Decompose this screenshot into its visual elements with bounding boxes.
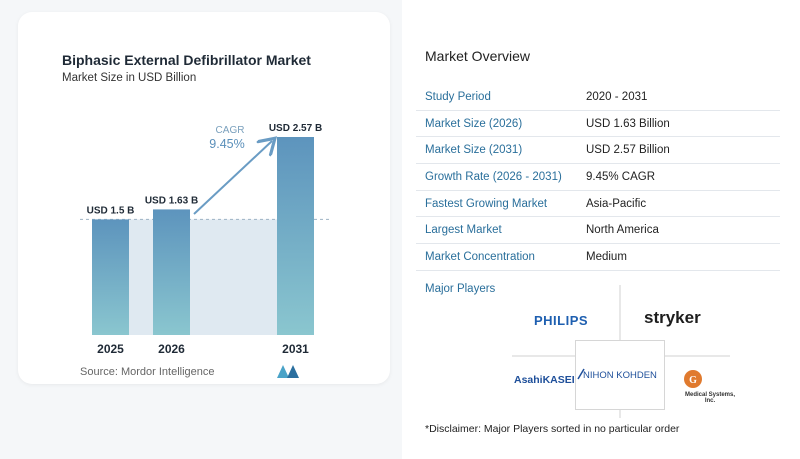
x-tick-label: 2025: [97, 342, 124, 356]
disclaimer: *Disclaimer: Major Players sorted in no …: [425, 423, 680, 435]
medical-systems-logo: Medical Systems, Inc.: [684, 392, 736, 404]
overview-key: Market Concentration: [425, 250, 535, 263]
mordor-intelligence-logo-icon: [277, 365, 299, 378]
bar-2031: [277, 137, 314, 335]
overview-key: Largest Market: [425, 224, 502, 237]
overview-table: Study Period 2020 - 2031 Market Size (202…: [416, 84, 780, 271]
bar-value-label: USD 2.57 B: [269, 123, 322, 134]
bar-2026: [153, 209, 190, 335]
overview-value: Medium: [586, 250, 627, 263]
overview-row: Market Size (2026) USD 1.63 Billion: [416, 111, 780, 138]
overview-row: Growth Rate (2026 - 2031) 9.45% CAGR: [416, 164, 780, 191]
bar-value-label: USD 1.5 B: [87, 205, 135, 216]
x-tick-label: 2031: [282, 342, 309, 356]
overview-key: Market Size (2026): [425, 117, 523, 130]
overview-row: Largest Market North America: [416, 217, 780, 245]
overview-key: Study Period: [425, 90, 491, 103]
medical-systems-emblem-icon: G: [684, 370, 702, 388]
overview-row: Market Concentration Medium: [416, 244, 780, 271]
bar-value-label: USD 1.63 B: [145, 195, 198, 206]
overview-row: Market Size (2031) USD 2.57 Billion: [416, 137, 780, 165]
overview-key: Growth Rate (2026 - 2031): [425, 170, 562, 183]
stryker-logo: stryker: [644, 308, 701, 327]
overview-value: North America: [586, 224, 659, 237]
asahi-kasei-logo: AsahiKASEI: [514, 374, 575, 386]
major-players-label: Major Players: [425, 283, 496, 295]
source-text: Source: Mordor Intelligence: [80, 366, 215, 378]
bar-2025: [92, 219, 129, 335]
overview-key: Fastest Growing Market: [425, 197, 548, 210]
overview-value: USD 2.57 Billion: [586, 144, 670, 157]
bar-chart: USD 1.5 B 2025 USD 1.63 B 2026 USD 2.57 B 203…: [80, 123, 330, 356]
cagr-arrow: [193, 141, 272, 215]
philips-logo: PHILIPS: [534, 313, 589, 328]
svg-text:G: G: [689, 375, 697, 386]
overview-value: 9.45% CAGR: [586, 170, 656, 183]
overview-value: 2020 - 2031: [586, 90, 648, 103]
chart-title: Biphasic External Defibrillator Market: [62, 52, 311, 68]
nihon-kohden-mark-icon: [577, 368, 585, 380]
nihon-kohden-box: [575, 340, 665, 410]
cagr-value: 9.45%: [209, 137, 244, 151]
x-tick-label: 2026: [158, 342, 185, 356]
overview-value: USD 1.63 Billion: [586, 117, 670, 130]
overview-value: Asia-Pacific: [586, 197, 647, 210]
overview-row: Study Period 2020 - 2031: [416, 84, 780, 111]
cagr-label: CAGR: [216, 125, 245, 136]
nihon-kohden-logo: NIHON KOHDEN: [583, 370, 657, 381]
chart-panel: [0, 0, 402, 459]
chart-subtitle: Market Size in USD Billion: [62, 72, 197, 84]
overview-title: Market Overview: [425, 48, 531, 64]
overview-key: Market Size (2031): [425, 144, 523, 157]
overview-row: Fastest Growing Market Asia-Pacific: [416, 191, 780, 218]
